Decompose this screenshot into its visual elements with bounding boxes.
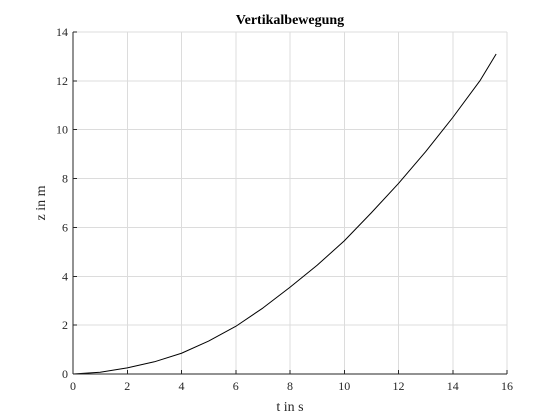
y-tick-label: 10 — [56, 123, 68, 137]
series-line — [72, 53, 497, 375]
x-tick-label: 8 — [287, 379, 293, 393]
y-tick-label: 4 — [62, 269, 68, 283]
x-tick-label: 0 — [70, 379, 76, 393]
x-tick-label: 12 — [393, 379, 405, 393]
x-tick-label: 14 — [447, 379, 459, 393]
y-axis-label: z in m — [34, 185, 49, 220]
x-tick-label: 2 — [124, 379, 130, 393]
y-tick-label: 0 — [62, 367, 68, 381]
x-tick-label: 16 — [501, 379, 513, 393]
x-tick-label: 10 — [338, 379, 350, 393]
y-tick-label: 8 — [62, 172, 68, 186]
chart-title: Vertikalbewegung — [236, 13, 344, 28]
x-tick-label: 6 — [233, 379, 239, 393]
x-tick-label: 4 — [179, 379, 185, 393]
y-tick-label: 6 — [62, 220, 68, 234]
series-group — [72, 53, 497, 375]
ticks: 0 2 4 6 8 10 12 14 16 0 2 4 6 8 10 12 14 — [56, 25, 513, 393]
x-axis-label: t in s — [276, 400, 303, 415]
y-tick-label: 14 — [56, 25, 68, 39]
y-tick-label: 12 — [56, 74, 68, 88]
y-tick-label: 2 — [62, 318, 68, 332]
